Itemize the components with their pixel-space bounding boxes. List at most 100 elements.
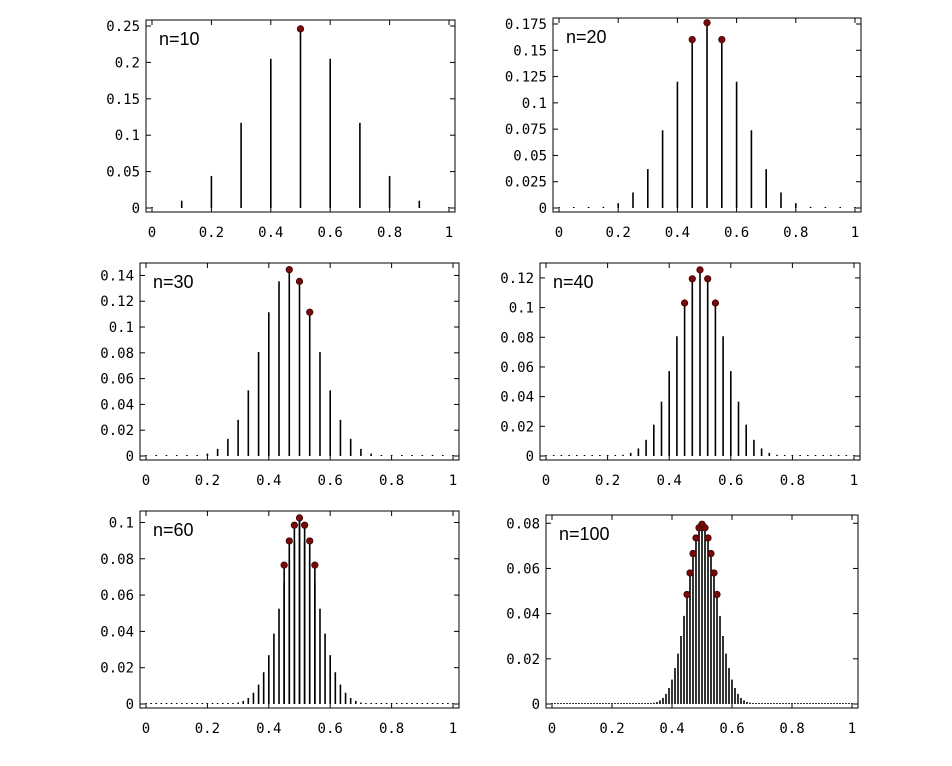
- highlighted-point: [680, 299, 689, 307]
- y-tick-label: 0.1: [509, 301, 534, 317]
- highlighted-point: [701, 524, 709, 532]
- x-tick-label: 0.2: [199, 225, 224, 241]
- x-tick-label: 0.6: [318, 473, 343, 489]
- y-tick-label: 0.1: [109, 515, 134, 531]
- plot-panel-6: 0 0.02 0.04 0.06 0.08 0 0.2 0.4 0.6 0.8 1 n=100: [506, 514, 859, 737]
- y-tick-label: 0.08: [100, 552, 134, 568]
- highlighted-point: [713, 590, 721, 599]
- highlighted-point: [301, 521, 309, 529]
- x-tick-label: 0.4: [657, 473, 682, 489]
- highlighted-point: [718, 35, 726, 44]
- y-tick-label: 0.125: [505, 70, 547, 86]
- y-tick-label: 0.02: [100, 661, 134, 677]
- plot-panel-5: 0 0.02 0.04 0.06 0.08 0.1 0 0.2 0.4 0.6 0.8 1 n=60: [100, 510, 460, 737]
- y-tick-label: 0.06: [506, 561, 540, 577]
- x-tick-label: 0.6: [318, 721, 343, 737]
- x-tick-label: 0: [548, 721, 556, 737]
- x-tick-label: 1: [848, 721, 856, 737]
- highlighted-point: [710, 569, 718, 577]
- highlighted-point: [704, 275, 712, 283]
- plot-frame: [545, 514, 859, 709]
- y-tick-label: 0: [126, 697, 134, 713]
- y-tick-label: 0.06: [500, 360, 534, 376]
- y-tick-label: 0.05: [513, 148, 547, 164]
- y-tick-label: 0: [126, 449, 134, 465]
- highlighted-point: [311, 561, 319, 569]
- highlighted-point: [696, 266, 704, 274]
- y-tick-label: 0.04: [500, 390, 534, 406]
- highlighted-point: [306, 308, 314, 316]
- highlighted-point: [703, 19, 711, 27]
- highlighted-point: [707, 549, 715, 558]
- y-tick-label: 0.05: [106, 165, 140, 181]
- plot-panel-2: 0 0.025 0.05 0.075 0.1 0.125 0.15 0.175 0 0.2 0.4 0…: [505, 17, 862, 241]
- panel-label: n=40: [553, 272, 594, 292]
- x-tick-label: 0: [555, 225, 563, 241]
- y-tick-label: 0.08: [500, 330, 534, 346]
- y-tick-label: 0.15: [106, 92, 140, 108]
- x-tick-label: 0.2: [606, 225, 631, 241]
- y-tick-label: 0: [539, 201, 547, 217]
- plot-frame: [539, 262, 861, 461]
- x-tick-label: 0.8: [779, 721, 804, 737]
- x-tick-label: 1: [449, 473, 457, 489]
- y-tick-label: 0.06: [100, 372, 134, 388]
- y-tick-label: 0.2: [115, 55, 140, 71]
- plot-frame: [139, 510, 460, 709]
- y-tick-label: 0.06: [100, 588, 134, 604]
- y-tick-label: 0.14: [100, 268, 134, 284]
- y-tick-label: 0.025: [505, 175, 547, 191]
- y-tick-label: 0.25: [106, 19, 140, 35]
- plot-frame: [139, 262, 460, 461]
- x-tick-label: 0.2: [195, 473, 220, 489]
- highlighted-point: [689, 549, 697, 558]
- highlighted-point: [296, 25, 305, 33]
- x-tick-label: 0: [542, 473, 550, 489]
- highlighted-point: [683, 590, 691, 599]
- x-tick-label: 0.4: [256, 721, 281, 737]
- x-tick-label: 0.8: [780, 473, 805, 489]
- plot-panel-1: 0 0.05 0.1 0.15 0.2 0.25 0 0.2 0.4 0.6 0.8 1 n=10: [106, 19, 456, 241]
- highlighted-point: [711, 299, 720, 307]
- highlighted-point: [692, 534, 700, 542]
- y-tick-label: 0.02: [500, 419, 534, 435]
- x-tick-label: 0.8: [379, 473, 404, 489]
- x-tick-label: 0.8: [379, 721, 404, 737]
- y-tick-label: 0.1: [109, 320, 134, 336]
- y-tick-label: 0.1: [115, 128, 140, 144]
- panel-label: n=30: [153, 272, 194, 292]
- panel-label: n=100: [559, 524, 610, 544]
- x-tick-label: 0.6: [718, 473, 743, 489]
- x-tick-label: 0.4: [258, 225, 283, 241]
- x-tick-label: 0.4: [665, 225, 690, 241]
- highlighted-point: [285, 537, 293, 545]
- highlighted-point: [688, 275, 696, 283]
- y-tick-label: 0.1: [522, 96, 547, 112]
- x-tick-label: 0.6: [724, 225, 749, 241]
- x-tick-label: 0.8: [377, 225, 402, 241]
- y-tick-label: 0.08: [506, 516, 540, 532]
- highlighted-point: [295, 514, 304, 522]
- x-tick-label: 0: [148, 225, 156, 241]
- x-tick-label: 0.2: [599, 721, 624, 737]
- x-tick-label: 0.6: [318, 225, 343, 241]
- highlighted-point: [704, 534, 712, 542]
- highlighted-point: [306, 537, 314, 545]
- panel-label: n=10: [159, 29, 200, 49]
- x-tick-label: 0.4: [659, 721, 684, 737]
- y-tick-label: 0.08: [100, 346, 134, 362]
- highlighted-point: [688, 35, 696, 44]
- x-tick-label: 0.2: [195, 721, 220, 737]
- x-tick-label: 0.4: [256, 473, 281, 489]
- x-tick-label: 0.2: [595, 473, 620, 489]
- y-tick-label: 0.15: [513, 43, 547, 59]
- x-tick-label: 0: [142, 473, 150, 489]
- highlighted-point: [290, 521, 298, 529]
- y-tick-label: 0.04: [100, 397, 134, 413]
- highlighted-point: [686, 569, 694, 577]
- panel-label: n=20: [566, 27, 607, 47]
- x-tick-label: 0.6: [719, 721, 744, 737]
- highlighted-point: [285, 266, 293, 274]
- x-tick-label: 1: [851, 225, 859, 241]
